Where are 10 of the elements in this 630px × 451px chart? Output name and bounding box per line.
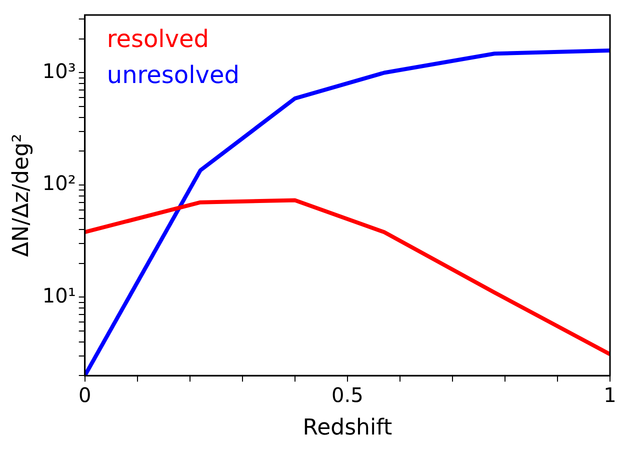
text: resolved: [106, 25, 210, 54]
x-tick-label: 1: [604, 382, 616, 407]
x-tick-label: 0.5: [332, 382, 364, 407]
y-tick-label: 10³: [42, 58, 76, 83]
x-tick-label: 0: [78, 382, 92, 407]
x-axis-title: Redshift: [302, 416, 392, 441]
y-tick-label: 10²: [42, 171, 76, 196]
series-label: unresolved: [106, 61, 240, 90]
y-axis-title: ΔN/Δz/deg²: [8, 134, 34, 257]
y-tick-label: 10¹: [42, 283, 76, 308]
